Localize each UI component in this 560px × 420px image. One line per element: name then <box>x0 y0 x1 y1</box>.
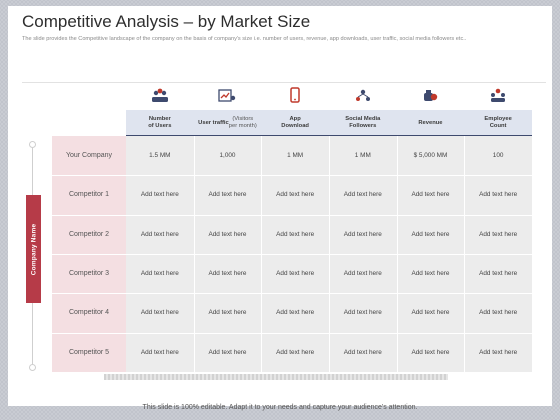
column-header: Number of Users <box>126 110 194 136</box>
row-divider <box>52 175 532 177</box>
table-cell[interactable]: Add text here <box>479 230 518 238</box>
table-cell[interactable]: Add text here <box>411 230 450 238</box>
header-row <box>126 110 532 136</box>
traffic-chart-icon <box>194 84 262 106</box>
mobile-phone-icon <box>261 84 329 106</box>
row-label: Competitor 5 <box>68 348 110 356</box>
table-cell[interactable]: Add text here <box>276 230 315 238</box>
table-cell[interactable]: Add text here <box>208 230 247 238</box>
column-header: Employee Count <box>464 110 532 136</box>
table-cell[interactable]: Add text here <box>276 191 315 199</box>
row-divider <box>52 332 532 334</box>
table-cell[interactable]: Add text here <box>411 270 450 278</box>
row-divider <box>52 293 532 295</box>
row-divider <box>52 214 532 216</box>
table-cell[interactable]: Add text here <box>479 191 518 199</box>
scroll-decoration <box>104 374 448 380</box>
slide-title: Competitive Analysis – by Market Size <box>22 12 311 31</box>
column-header: App Download <box>261 110 329 136</box>
column-header: User traffic (Visitors per month) <box>194 110 262 136</box>
table-cell[interactable]: Add text here <box>208 191 247 199</box>
company-name-label: Company Name <box>26 195 41 303</box>
table-cell[interactable]: Add text here <box>343 348 382 356</box>
table-cell[interactable]: Add text here <box>343 230 382 238</box>
table-cell[interactable]: 100 <box>492 152 504 160</box>
table-cell[interactable]: Add text here <box>140 230 179 238</box>
column-header: Social Media Followers <box>329 110 397 136</box>
column-header-sublabel: (Visitors per month) <box>228 116 257 129</box>
column-header-label: Employee Count <box>484 116 512 129</box>
users-group-icon <box>126 84 194 106</box>
employees-icon <box>464 84 532 106</box>
table-cell[interactable]: 1.5 MM <box>149 152 171 160</box>
table-cell[interactable]: Add text here <box>343 309 382 317</box>
table-cell[interactable]: Add text here <box>411 309 450 317</box>
row-label: Competitor 2 <box>68 230 110 238</box>
table-cell[interactable]: Add text here <box>343 270 382 278</box>
table-cell[interactable]: Add text here <box>479 270 518 278</box>
social-network-icon <box>329 84 397 106</box>
company-name-text: Company Name <box>30 223 37 275</box>
table-cell[interactable]: Add text here <box>276 270 315 278</box>
column-header-label: User traffic <box>198 119 229 126</box>
table-cell[interactable]: Add text here <box>140 348 179 356</box>
slide-subtitle: The slide provides the Competitive lands… <box>22 36 467 42</box>
table-cell[interactable]: Add text here <box>208 270 247 278</box>
money-bag-icon <box>397 84 465 106</box>
row-divider <box>52 253 532 255</box>
table-cell[interactable]: Add text here <box>411 348 450 356</box>
column-header-label: Revenue <box>418 119 443 126</box>
table-cell[interactable]: Add text here <box>208 348 247 356</box>
column-header-label: Social Media Followers <box>345 116 381 129</box>
table-cell[interactable]: 1,000 <box>219 152 236 160</box>
row-label: Competitor 4 <box>68 309 110 317</box>
table-cell[interactable]: Add text here <box>140 191 179 199</box>
table-cell[interactable]: Add text here <box>479 309 518 317</box>
row-label: Competitor 3 <box>68 270 110 278</box>
row-label: Your Company <box>65 152 113 160</box>
footer-note: This slide is 100% editable. Adapt it to… <box>142 404 418 411</box>
table-cell[interactable]: Add text here <box>411 191 450 199</box>
row-label: Competitor 1 <box>68 191 110 199</box>
table-cell[interactable]: Add text here <box>208 309 247 317</box>
table-cell[interactable]: Add text here <box>140 270 179 278</box>
table-cell[interactable]: Add text here <box>140 309 179 317</box>
column-header-label: App Download <box>281 116 309 129</box>
column-header: Revenue <box>397 110 465 136</box>
timeline-dot-bottom <box>29 364 36 371</box>
table-cell[interactable]: 1 MM <box>287 152 304 160</box>
table-cell[interactable]: Add text here <box>343 191 382 199</box>
table-cell[interactable]: $ 5,000 MM <box>413 152 448 160</box>
timeline-dot-top <box>29 141 36 148</box>
table-cell[interactable]: Add text here <box>276 348 315 356</box>
table-cell[interactable]: Add text here <box>276 309 315 317</box>
table-cell[interactable]: Add text here <box>479 348 518 356</box>
column-header-label: Number of Users <box>148 116 172 129</box>
divider <box>22 82 546 83</box>
table-cell[interactable]: 1 MM <box>354 152 371 160</box>
